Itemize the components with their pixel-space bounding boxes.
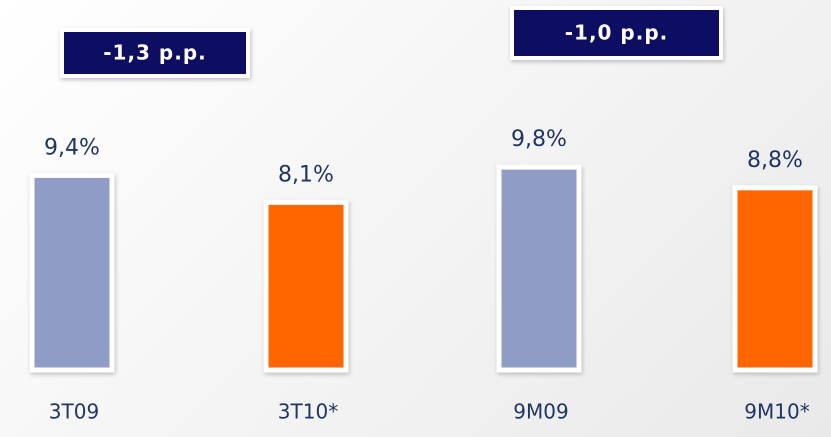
x-tick-label: 3T10* (278, 400, 338, 424)
x-tick-label: 9M09 (513, 400, 568, 424)
x-tick-label: 9M10* (744, 400, 809, 424)
annotation: -1,3 p.p. (103, 41, 207, 65)
bar (732, 185, 818, 373)
annotation-box (60, 28, 250, 78)
data-label: 9,4% (44, 135, 100, 160)
data-label: 8,8% (747, 148, 803, 173)
bar (29, 172, 115, 373)
annotation: -1,0 p.p. (565, 21, 669, 45)
bar (263, 199, 349, 373)
x-tick-label: 3T09 (49, 400, 99, 424)
bar (496, 164, 582, 373)
annotation-box (510, 6, 723, 60)
data-label: 8,1% (278, 162, 334, 187)
data-label: 9,8% (511, 127, 567, 152)
